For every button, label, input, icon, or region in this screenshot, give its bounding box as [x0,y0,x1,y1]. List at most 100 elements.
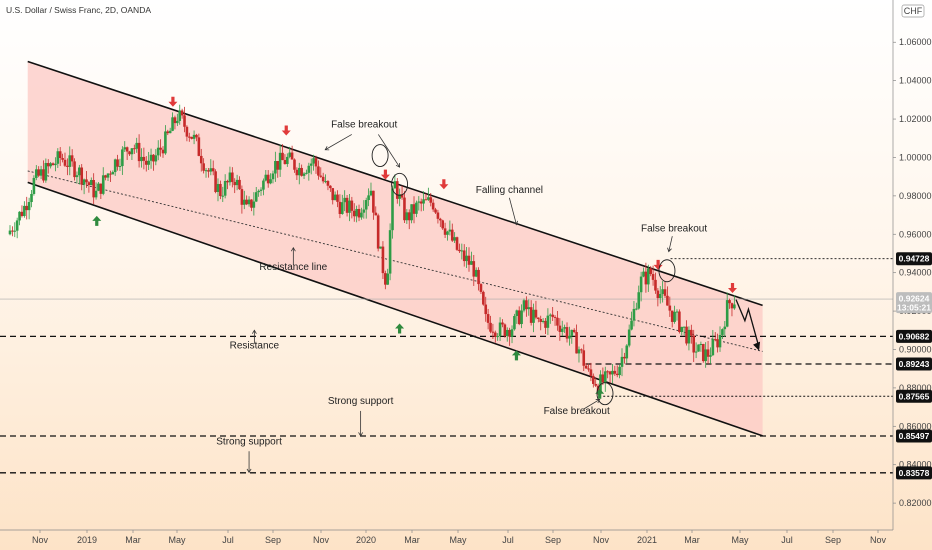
candle-body [133,148,136,150]
candle [692,329,696,363]
candle-body [82,179,86,185]
candle [252,192,256,216]
candle [204,167,208,178]
candle [443,222,447,238]
candle [544,318,547,334]
candle [68,146,72,176]
down-arrow-icon [168,96,178,107]
candle [453,232,456,243]
candle-body [276,161,280,170]
candle-body [259,189,263,191]
candle [293,158,296,173]
candle [364,197,368,219]
candle-body [46,162,50,167]
candle [240,185,244,214]
candle [419,198,423,212]
candle [168,127,172,134]
candle [85,171,88,188]
candle-body [54,163,57,166]
candle [360,207,363,220]
candle-body [723,326,727,330]
candle [171,112,174,132]
candle [8,225,12,236]
candle-body [18,211,21,221]
candle [439,217,442,227]
candle [101,167,105,196]
candle-body [92,180,95,198]
candle-body [606,371,609,373]
candle [563,324,566,333]
candle-body [123,147,127,150]
candle [231,167,234,188]
candle-body [51,163,55,166]
candle [723,321,727,337]
candle-body [716,339,719,348]
candle-body [140,156,143,162]
candle-body [56,151,60,164]
candle [226,179,229,190]
candle [15,217,19,239]
candle-body [704,349,707,362]
candle-body [632,308,636,321]
level-badge-label: 0.90682 [899,331,930,341]
candle-body [290,152,294,160]
candle-body [673,311,676,322]
candle [400,185,404,200]
candle-body [661,289,664,294]
candle [295,167,299,181]
breakout-circle-icon [658,259,676,283]
candle-body [183,115,186,127]
candle-body [410,204,413,221]
candle-body [484,304,488,315]
candle-body [539,318,543,322]
candle [529,300,533,326]
candle [728,298,731,309]
candle [582,344,586,371]
candle [374,206,378,216]
candle [247,196,251,207]
candle [290,145,294,160]
candle [214,169,217,194]
candle-body [620,356,624,367]
candle-body [247,199,251,205]
y-tick-label: 0.88000 [899,383,932,393]
candle-body [211,168,215,172]
candle-body [436,212,440,219]
candle-body [195,134,198,138]
candle-body [515,310,519,316]
candle-body [453,237,456,241]
candle-body [58,151,62,159]
candle [450,223,454,243]
candle-body [27,202,31,211]
candle-body [680,326,684,332]
candle-body [135,142,139,149]
candle-body [152,154,155,162]
candle-body [171,117,174,131]
candle-body [240,189,244,205]
candle [183,106,186,133]
projection-path [735,299,760,348]
candle [721,328,724,339]
candle-body [68,155,72,167]
candle [216,178,220,202]
candle-body [592,375,595,384]
candle-body [118,166,122,168]
candle [116,154,119,171]
candle-body [80,167,84,185]
candle-body [548,314,552,316]
annotation-leader-head [667,247,672,253]
candle [271,170,275,184]
candle [326,180,330,191]
candle [355,205,358,223]
candle [66,158,69,176]
candle [546,308,550,335]
candle [283,154,287,165]
candle [503,323,507,338]
currency-badge[interactable] [901,4,925,18]
candle-body [75,175,79,178]
candle [259,187,263,196]
candle-body [613,370,617,374]
candle-body [66,165,69,167]
candle [159,139,162,157]
candle [319,167,323,178]
